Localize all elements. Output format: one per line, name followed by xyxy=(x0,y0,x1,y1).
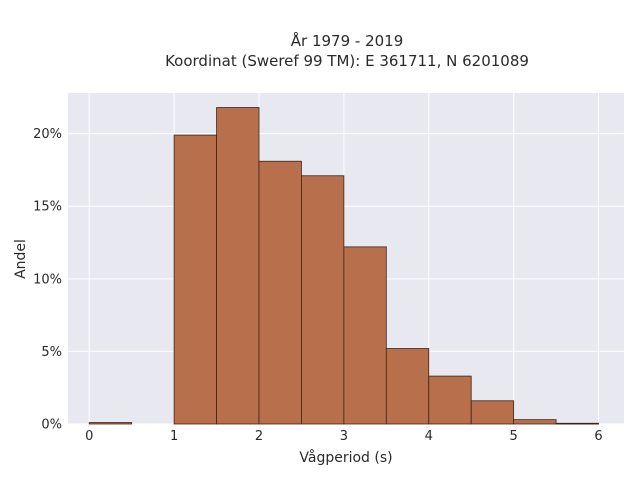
y-axis-label: Andel xyxy=(13,239,29,279)
x-tick-label: 3 xyxy=(340,429,348,444)
histogram-bar xyxy=(173,134,217,425)
histogram-bar xyxy=(470,400,515,425)
histogram-bar xyxy=(88,422,133,425)
chart-title-line1: År 1979 - 2019 xyxy=(291,31,404,50)
histogram-bar xyxy=(343,246,387,425)
x-axis-label: Vågperiod (s) xyxy=(299,449,392,466)
x-tick-label: 0 xyxy=(85,429,93,444)
y-tick-label: 10% xyxy=(33,272,62,287)
histogram-bar xyxy=(301,175,345,425)
x-tick-label: 4 xyxy=(425,429,433,444)
histogram-bar xyxy=(258,160,302,425)
x-tick-label: 5 xyxy=(510,429,518,444)
y-tick-label: 0% xyxy=(41,418,62,433)
y-axis-ticks: 0% 5% 10% 15% 20% xyxy=(33,127,62,432)
x-tick-label: 6 xyxy=(594,429,602,444)
bars xyxy=(88,107,599,425)
y-tick-label: 20% xyxy=(33,127,62,142)
x-axis-ticks: 0 1 2 3 4 5 6 xyxy=(85,429,603,444)
histogram-bar xyxy=(555,422,599,425)
histogram-bar xyxy=(216,107,260,425)
histogram-bar xyxy=(385,348,430,425)
chart-title-line2: Koordinat (Sweref 99 TM): E 361711, N 62… xyxy=(165,52,529,70)
histogram-bar xyxy=(428,375,472,425)
y-tick-label: 5% xyxy=(41,345,62,360)
x-tick-label: 2 xyxy=(255,429,263,444)
histogram-bar xyxy=(513,419,557,425)
x-tick-label: 1 xyxy=(170,429,178,444)
y-tick-label: 15% xyxy=(33,200,62,215)
